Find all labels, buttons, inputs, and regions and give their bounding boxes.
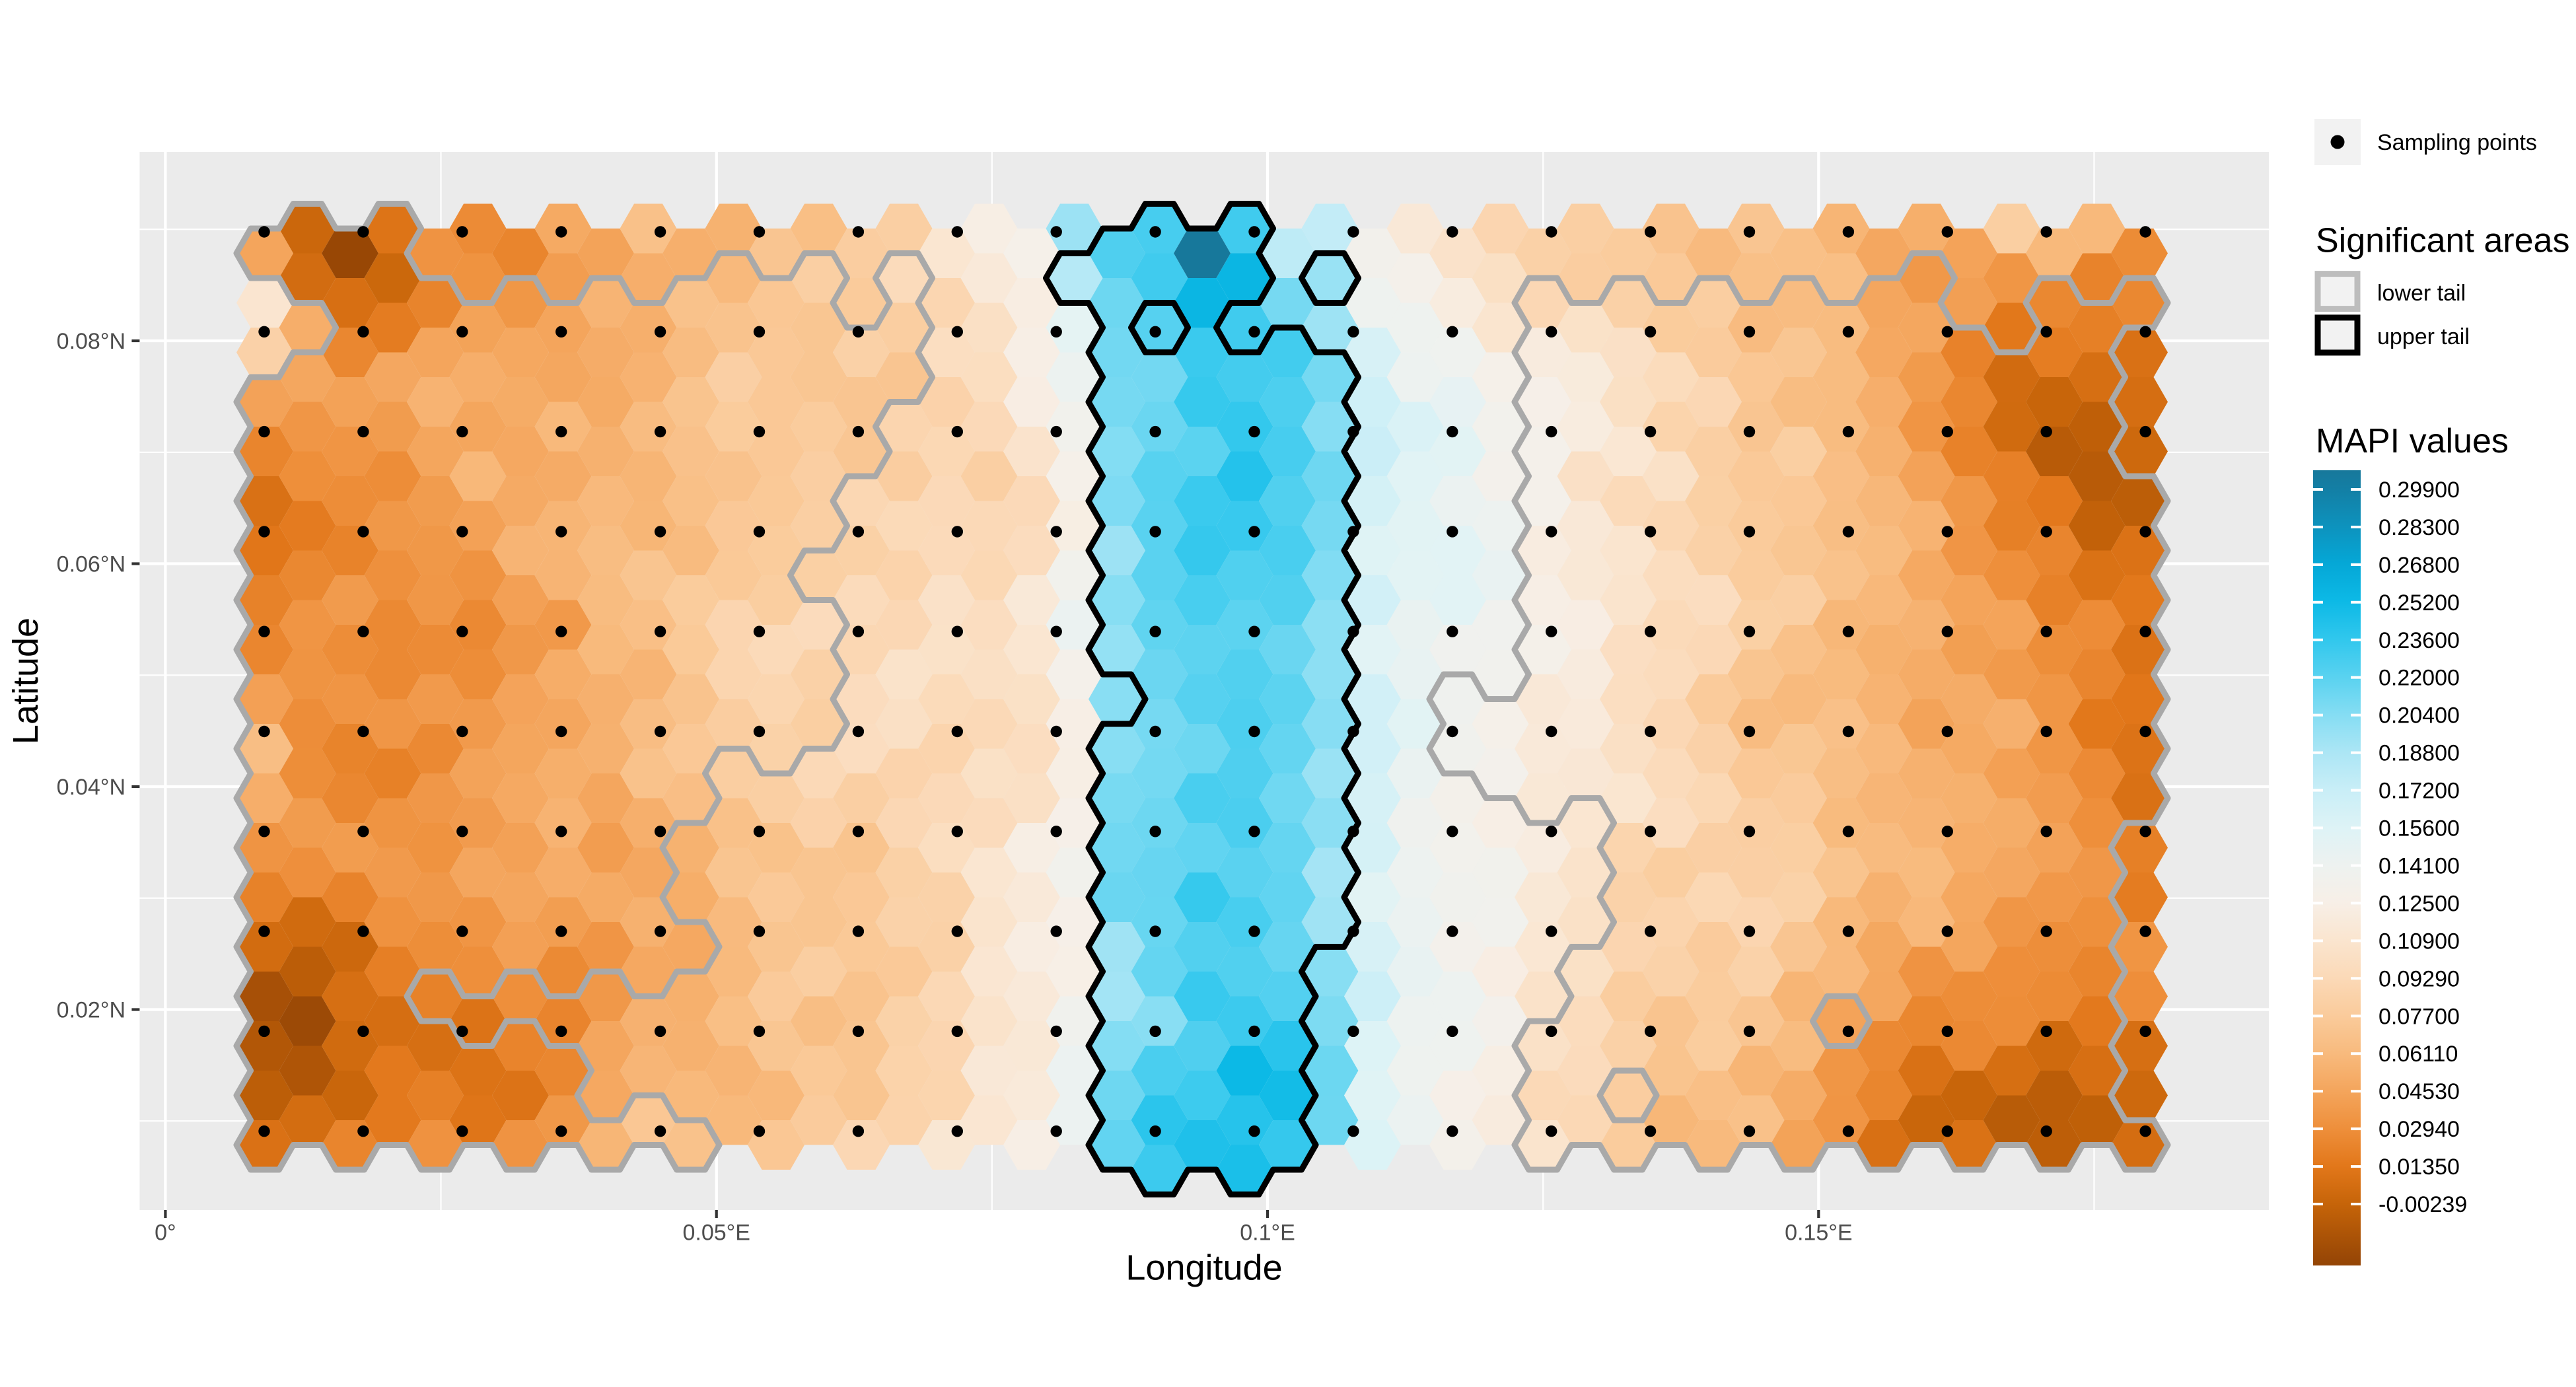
svg-text:0.09290: 0.09290 — [2379, 966, 2460, 991]
svg-text:0.01350: 0.01350 — [2379, 1155, 2460, 1180]
svg-text:0.05°E: 0.05°E — [682, 1221, 750, 1246]
svg-text:Sampling points: Sampling points — [2377, 130, 2537, 155]
svg-text:0.04°N: 0.04°N — [57, 775, 125, 800]
svg-text:0.23600: 0.23600 — [2379, 628, 2460, 653]
svg-text:0.22000: 0.22000 — [2379, 666, 2460, 691]
svg-text:0.25200: 0.25200 — [2379, 590, 2460, 616]
svg-text:lower tail: lower tail — [2377, 281, 2466, 306]
svg-text:0.17200: 0.17200 — [2379, 779, 2460, 804]
svg-text:0.04530: 0.04530 — [2379, 1079, 2460, 1104]
svg-text:0.15°E: 0.15°E — [1785, 1221, 1852, 1246]
svg-text:upper tail: upper tail — [2377, 324, 2470, 349]
svg-text:0.10900: 0.10900 — [2379, 929, 2460, 954]
svg-text:0.29900: 0.29900 — [2379, 478, 2460, 503]
svg-text:0.20400: 0.20400 — [2379, 703, 2460, 729]
svg-text:0.06°N: 0.06°N — [57, 552, 125, 577]
svg-text:0.18800: 0.18800 — [2379, 741, 2460, 766]
svg-text:0.28300: 0.28300 — [2379, 515, 2460, 540]
svg-text:0.14100: 0.14100 — [2379, 854, 2460, 879]
svg-text:0°: 0° — [155, 1221, 176, 1246]
svg-text:0.02°N: 0.02°N — [57, 998, 125, 1023]
svg-text:MAPI values: MAPI values — [2316, 422, 2509, 460]
svg-text:0.06110: 0.06110 — [2379, 1042, 2458, 1067]
svg-text:0.26800: 0.26800 — [2379, 553, 2460, 578]
svg-text:Latitude: Latitude — [6, 618, 46, 744]
svg-text:0.07700: 0.07700 — [2379, 1004, 2460, 1029]
svg-text:Significant areas: Significant areas — [2316, 221, 2569, 260]
svg-text:0.15600: 0.15600 — [2379, 816, 2460, 841]
svg-text:0.12500: 0.12500 — [2379, 891, 2460, 916]
svg-text:Longitude: Longitude — [1126, 1248, 1282, 1288]
svg-text:0.1°E: 0.1°E — [1240, 1221, 1295, 1246]
svg-text:0.02940: 0.02940 — [2379, 1117, 2460, 1142]
svg-text:-0.00239: -0.00239 — [2379, 1192, 2467, 1217]
svg-text:0.08°N: 0.08°N — [57, 329, 125, 354]
